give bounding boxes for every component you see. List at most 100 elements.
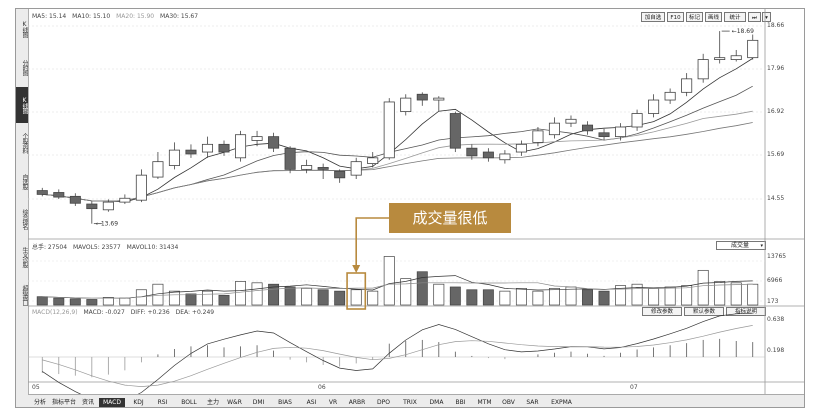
candle: [631, 109, 643, 131]
macd-params-label: MACD(12,26,9): [32, 309, 78, 316]
candle: [185, 144, 197, 158]
tab-w-r[interactable]: W&R: [227, 399, 242, 406]
candle: [301, 159, 313, 174]
candlestick-series: [36, 31, 759, 224]
tab-dpo[interactable]: DPO: [377, 399, 390, 406]
candle-body: [301, 165, 313, 170]
candle-body: [664, 91, 676, 101]
volume-bar: [185, 293, 197, 306]
candle-body: [581, 124, 594, 132]
candle-body: [416, 93, 428, 101]
candle-body: [268, 136, 280, 149]
candle-body: [615, 126, 627, 138]
tab-asi[interactable]: ASI: [306, 399, 317, 406]
default-params-button[interactable]: 默认参数: [684, 307, 724, 316]
candle-body: [648, 99, 660, 114]
volume-bar: [449, 286, 461, 306]
sidebar-item-order-book[interactable]: 超级盘口: [21, 285, 28, 305]
macd-histogram: [41, 312, 754, 403]
chart-grid: [28, 9, 804, 394]
tab-bbi[interactable]: BBI: [455, 399, 466, 406]
tab--[interactable]: 指标平台: [51, 399, 76, 406]
candle: [251, 130, 263, 147]
volume-axis-label: 13765: [767, 253, 787, 260]
f10-button[interactable]: F10: [667, 12, 684, 22]
modify-params-button[interactable]: 修改参数: [642, 307, 682, 316]
candle-body: [168, 149, 180, 166]
dea-line: [42, 325, 753, 387]
tab-boll[interactable]: BOLL: [181, 399, 197, 406]
menu-dropdown-icon[interactable]: ▾: [762, 12, 771, 22]
ma10-line: [42, 85, 753, 202]
volume-bar: [515, 288, 527, 306]
tab-trix[interactable]: TRIX: [403, 399, 417, 406]
tab-sar[interactable]: SAR: [526, 399, 539, 406]
volume-bar: [135, 289, 147, 306]
volume-bar: [730, 282, 742, 306]
stats-button[interactable]: 统计: [724, 12, 746, 22]
highlight-box: [346, 272, 367, 310]
tab--[interactable]: 资讯: [81, 399, 94, 406]
tab-bias[interactable]: BIAS: [278, 399, 292, 406]
candle-body: [235, 134, 247, 159]
candle: [548, 117, 560, 139]
tab-kdj[interactable]: KDJ: [133, 399, 144, 406]
candle: [268, 132, 280, 153]
indicator-select[interactable]: 成交量 ▾: [716, 241, 766, 250]
candle-body: [350, 161, 362, 176]
tab-dmi[interactable]: DMI: [252, 399, 265, 406]
candle-body: [548, 122, 560, 136]
draw-line-button[interactable]: 画线: [705, 12, 722, 22]
fast-forward-icon[interactable]: ⏭: [748, 12, 761, 22]
sidebar-item-kline-top[interactable]: K线图: [21, 21, 28, 37]
sidebar-item-intraday[interactable]: 分时图: [21, 59, 28, 75]
candle-body: [598, 132, 610, 138]
volume-bar: [152, 283, 164, 306]
tab-dma[interactable]: DMA: [429, 399, 444, 406]
candle: [317, 163, 329, 179]
sidebar-item-diagnosis[interactable]: 牛叉诊股: [21, 247, 28, 267]
candle-body: [714, 57, 726, 60]
candle: [383, 98, 395, 160]
candle: [714, 31, 726, 64]
tab--[interactable]: 主力: [206, 399, 219, 406]
tab-obv[interactable]: OBV: [502, 399, 515, 406]
candle-body: [400, 97, 412, 112]
tab-arbr[interactable]: ARBR: [348, 399, 366, 406]
volume-bar: [383, 256, 395, 306]
callout-arrow-head: [352, 265, 361, 273]
candle: [36, 187, 48, 197]
dea-value-label: DEA: +0.249: [175, 309, 215, 316]
candle-body: [36, 190, 48, 195]
tab-vr[interactable]: VR: [328, 399, 338, 406]
volume-bar: [53, 297, 65, 306]
volume-bar: [202, 290, 213, 306]
candle: [416, 92, 428, 106]
indicator-help-button[interactable]: 指标说明: [726, 307, 766, 316]
indicator-tabs: 分析 指标平台 资讯 MACD KDJ RSI BOLL 主力 W&R DMI BIAS ASI VR A…: [28, 394, 804, 407]
volume-bar: [615, 285, 627, 306]
mavol5-label: MAVOL5: 23577: [72, 244, 121, 251]
volume-legend: 总手: 27504 MAVOL5: 23577 MAVOL10: 31434: [32, 242, 182, 251]
sidebar-item-kline[interactable]: K线图: [16, 87, 28, 123]
volume-bar: [697, 269, 709, 306]
tab-mtm[interactable]: MTM: [477, 399, 492, 406]
high-price-label: ←18.69: [732, 28, 754, 35]
tab-macd[interactable]: MACD: [99, 398, 125, 407]
volume-axis-label: 6966: [767, 277, 783, 284]
candle-body: [499, 153, 511, 161]
volume-bar: [86, 299, 98, 306]
add-watchlist-button[interactable]: 加自选: [641, 12, 665, 22]
volume-bar: [268, 283, 280, 306]
volume-bar: [466, 289, 478, 306]
candle-body: [119, 197, 131, 203]
sidebar-item-watchlist[interactable]: 自选股: [21, 173, 28, 189]
sidebar-item-ranking[interactable]: 综合排名: [21, 209, 28, 229]
candle-body: [747, 39, 759, 59]
tab-rsi[interactable]: RSI: [157, 399, 168, 406]
candle-body: [515, 143, 527, 153]
tab-expma[interactable]: EXPMA: [551, 399, 572, 406]
sidebar-item-stock-info[interactable]: 个股资料: [21, 133, 28, 153]
mark-button[interactable]: 标记: [686, 12, 703, 22]
tab--[interactable]: 分析: [33, 399, 46, 406]
